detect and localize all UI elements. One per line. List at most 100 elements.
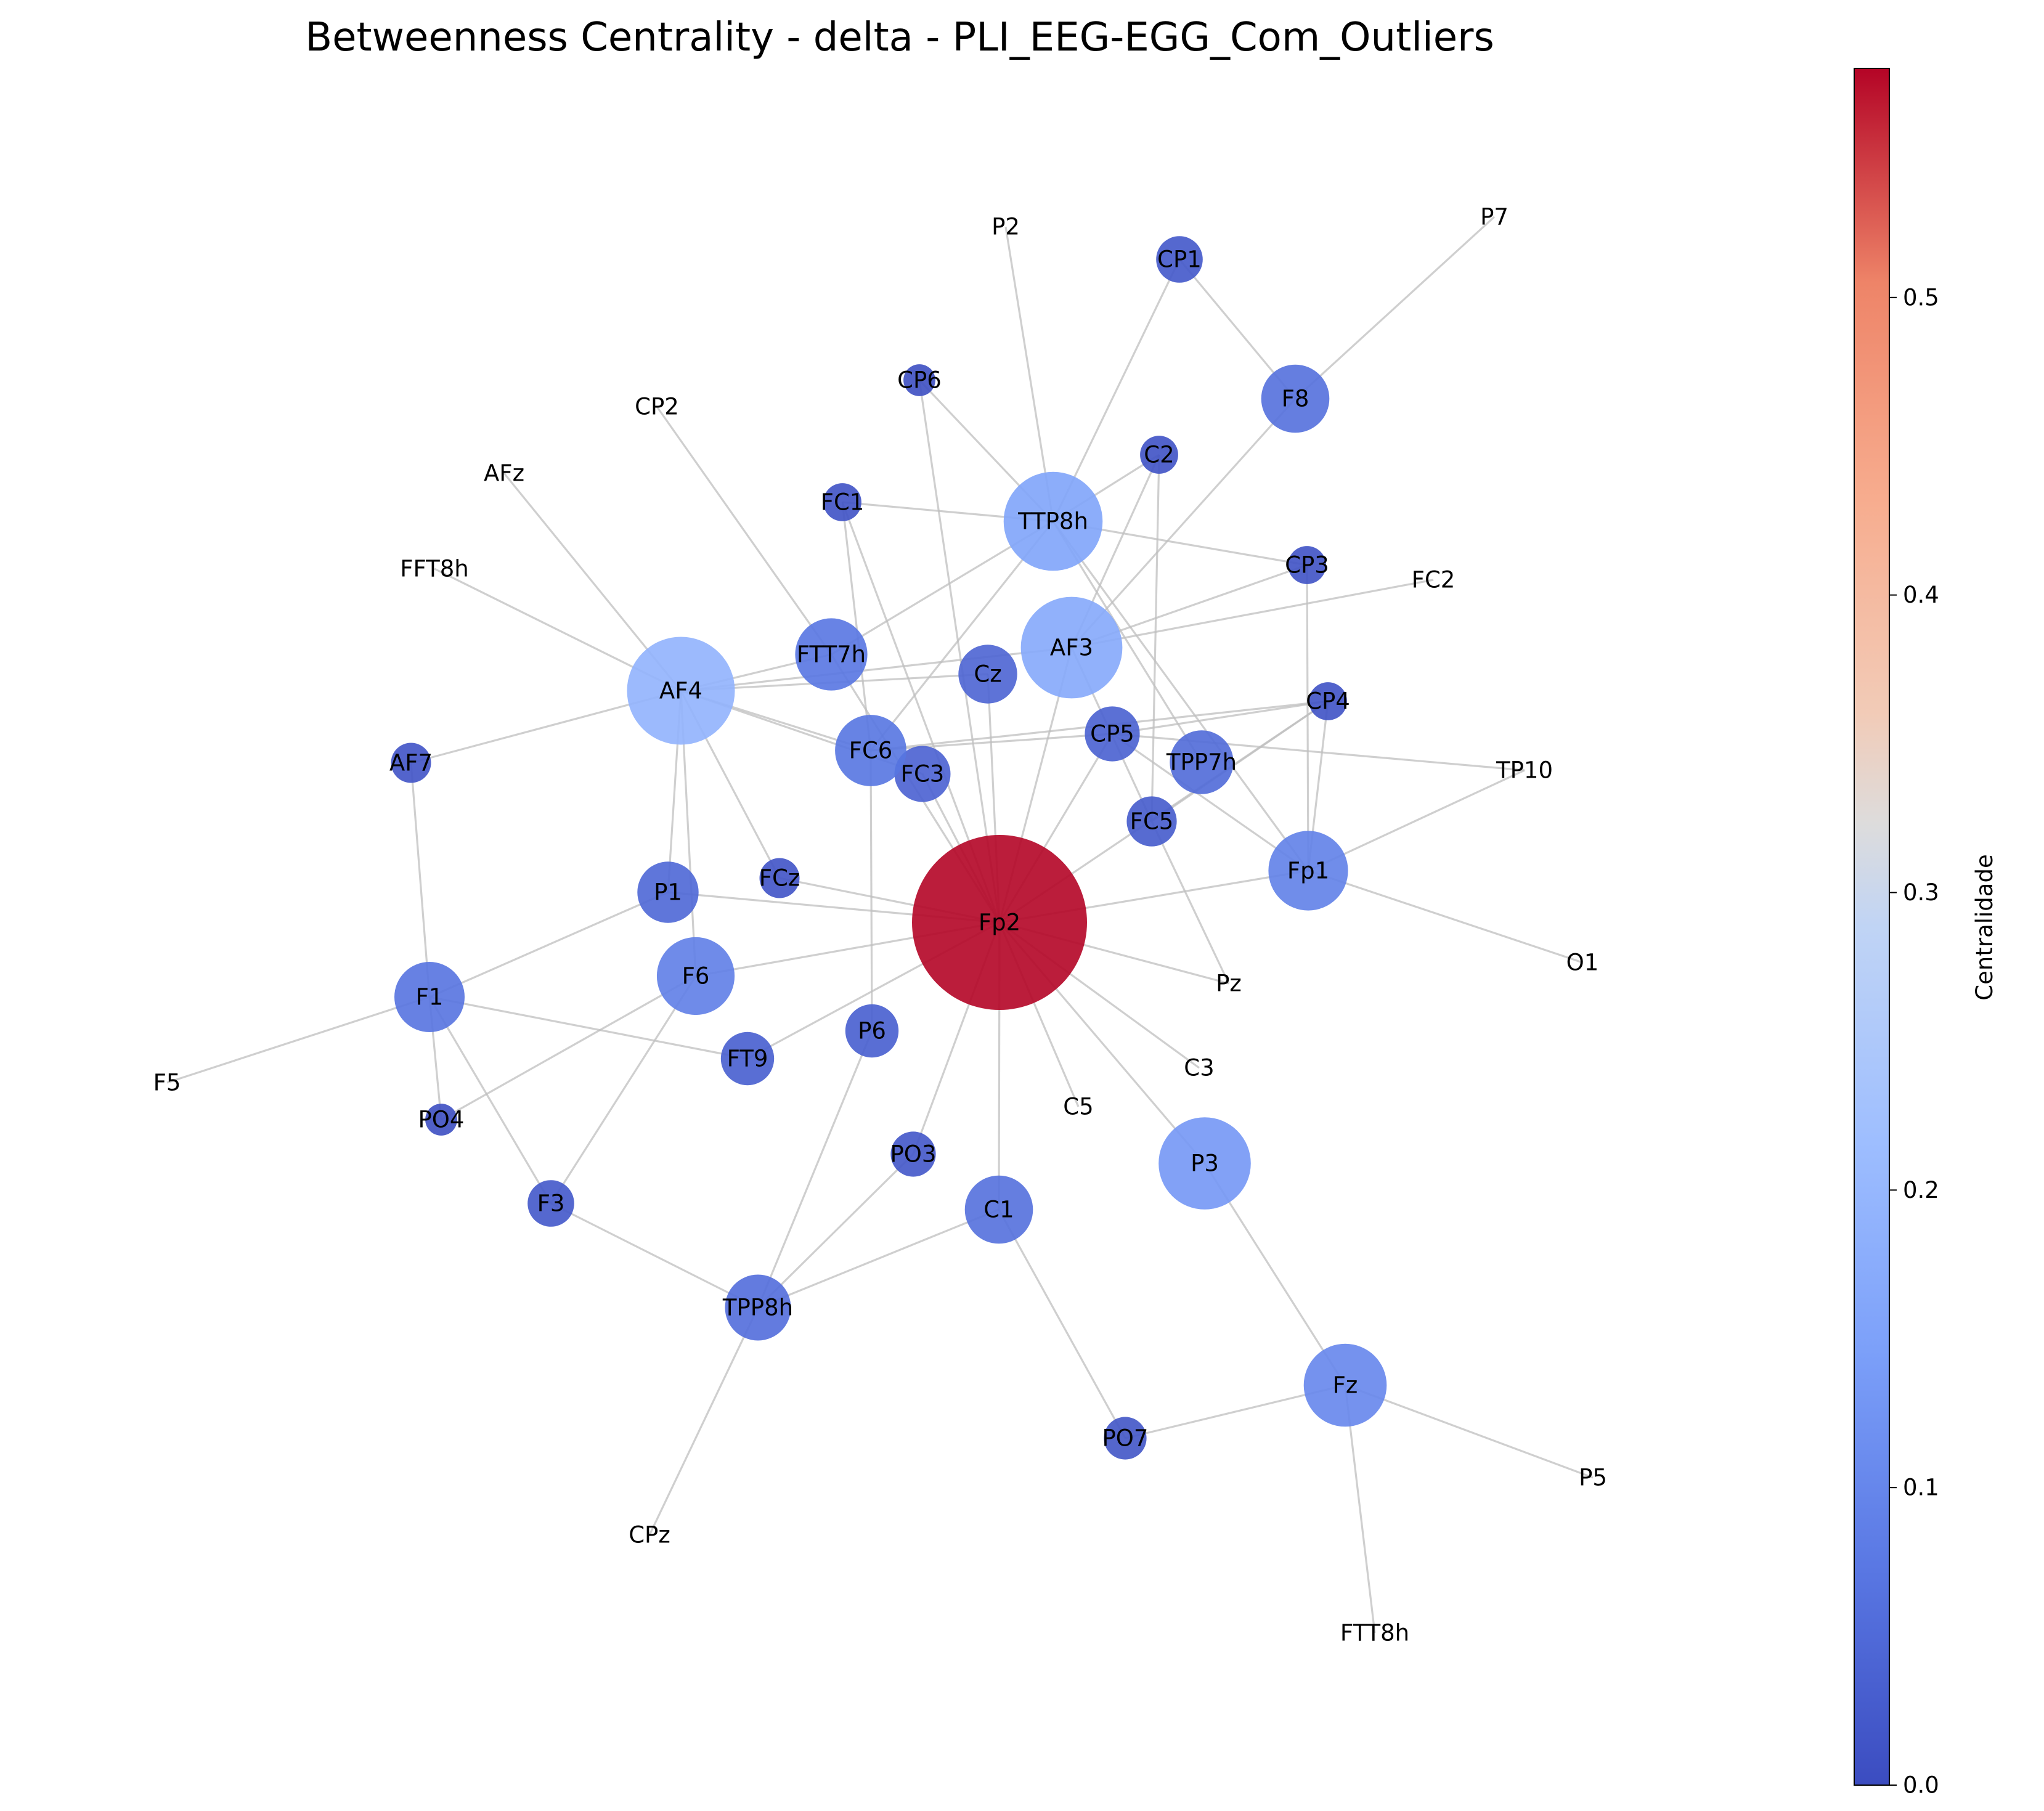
chart-title: Betweenness Centrality - delta - PLI_EEG… [305,15,1494,60]
colorbar-tick-label: 0.4 [1903,582,1939,608]
node-Fp2 [912,835,1087,1010]
node-label-TPP7h: TPP7h [1166,749,1237,776]
node-F6 [656,937,735,1015]
colorbar-tick-label: 0.3 [1903,879,1939,906]
node-label-PO3: PO3 [890,1141,937,1168]
edge-F8-AF3 [1070,397,1297,649]
node-label-CP3: CP3 [1285,552,1329,579]
node-label-F6: F6 [682,963,710,990]
edge-F1-F3 [428,996,552,1204]
node-label-CPz: CPz [629,1522,670,1549]
node-label-AF3: AF3 [1050,635,1093,661]
edge-CP5-Fp1 [1112,733,1309,872]
edge-CP5-FC6 [870,733,1113,752]
edge-P2-TTP8h [1004,226,1054,522]
node-label-C3: C3 [1184,1055,1214,1081]
node-F1 [394,962,465,1032]
node-TPP8h [725,1274,791,1341]
node-label-FC6: FC6 [849,738,893,764]
node-F3 [527,1180,574,1227]
colorbar-tick-label: 0.5 [1903,284,1939,311]
node-label-P3: P3 [1191,1150,1219,1177]
node-Fp1 [1268,831,1348,911]
node-label-FCz: FCz [759,865,800,892]
node-label-F1: F1 [416,984,444,1011]
colorbar-tick-label: 0.1 [1903,1475,1939,1501]
colorbar-ticks: 0.0 0.1 0.2 0.3 0.4 0.5 [1889,284,1939,1799]
edge-P6-TPP8h [757,1030,873,1308]
edge-C1-PO7 [998,1209,1126,1439]
node-label-C5: C5 [1063,1094,1093,1120]
edge-Fz-FTT8h [1344,1385,1376,1634]
edge-Fz-P5 [1345,1384,1594,1479]
node-label-FC2: FC2 [1412,567,1456,593]
node-TTP8h [1003,471,1103,571]
node-label-FT9: FT9 [727,1046,768,1072]
edge-TTP8h-Fp1 [1052,521,1309,871]
edge-CP4-CP5 [1112,700,1329,735]
node-label-CP2: CP2 [635,394,679,420]
node-FC6 [835,715,906,786]
node-PO7 [1104,1417,1147,1460]
node-label-CP1: CP1 [1157,246,1202,273]
node-FCz [759,858,800,898]
node-label-P6: P6 [858,1018,886,1044]
edges-layer [166,216,1594,1634]
node-label-TTP8h: TTP8h [1017,508,1088,535]
node-label-F8: F8 [1282,386,1309,412]
node-label-TP10: TP10 [1496,757,1553,784]
edge-F1-FT9 [429,996,748,1060]
edge-CP2-FTT7h [656,406,833,655]
node-FC5 [1126,796,1177,847]
node-label-FTT8h: FTT8h [1340,1620,1409,1646]
node-FT9 [720,1032,775,1086]
node-label-P7: P7 [1480,204,1509,230]
edge-FC2-AF3 [1071,579,1434,649]
colorbar-label: Centralidade [1971,854,1998,1000]
node-FC1 [823,483,861,521]
node-labels-layer: Fp2 AF4 AF3 TTP8h P3 Fz Fp1 F6 FTT7h FC6 F1 F8 C1 TPP… [153,204,1607,1646]
edge-P1-F1 [429,891,669,998]
edge-P7-F8 [1294,216,1496,400]
node-label-PO4: PO4 [418,1107,465,1133]
node-label-CP5: CP5 [1090,721,1134,747]
edge-CP3-Fp1 [1306,564,1309,871]
node-PO4 [425,1104,457,1136]
node-CP5 [1085,706,1140,762]
colorbar-tick-label: 0.2 [1903,1177,1939,1203]
node-label-AF7: AF7 [389,750,433,776]
node-label-F3: F3 [537,1190,565,1217]
node-label-Pz: Pz [1216,971,1242,997]
node-label-AF4: AF4 [659,678,702,704]
edge-F3-TPP8h [550,1202,759,1309]
node-CP1 [1156,236,1203,283]
node-PO3 [890,1131,936,1177]
node-label-Cz: Cz [974,661,1001,688]
edge-PO3-TPP8h [757,1153,914,1309]
node-AF4 [627,637,735,745]
node-label-AFz: AFz [484,460,524,487]
node-label-P1: P1 [654,879,682,906]
node-P1 [637,861,699,923]
node-label-C1: C1 [983,1197,1014,1223]
node-AF3 [1020,596,1123,699]
edge-C2-FC5 [1150,454,1160,822]
edge-F1-F5 [166,996,430,1084]
node-P6 [845,1004,899,1058]
node-FC3 [894,746,951,802]
node-label-FC1: FC1 [821,489,865,516]
node-CP4 [1309,682,1347,720]
edge-Fp1-O1 [1308,869,1583,964]
colorbar: 0.0 0.1 0.2 0.3 0.4 0.5 Centralidade [1854,68,1998,1799]
nodes-layer [391,236,1387,1460]
edge-F6-PO4 [441,975,696,1121]
edge-FC5-Pz [1150,821,1230,984]
node-label-Fp2: Fp2 [979,910,1020,936]
node-label-Fz: Fz [1333,1372,1358,1399]
edge-TPP8h-CPz [648,1307,759,1536]
node-FTT7h [795,618,868,691]
colorbar-gradient [1854,68,1890,1786]
node-label-FTT7h: FTT7h [797,641,866,668]
node-label-C2: C2 [1144,442,1174,468]
